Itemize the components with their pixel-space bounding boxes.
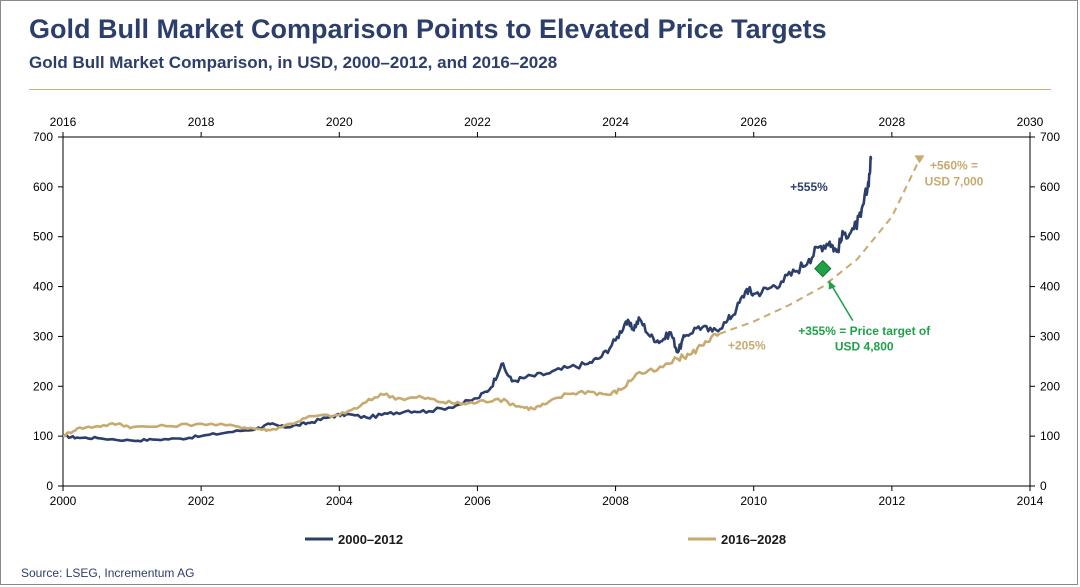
chart-axes xyxy=(58,132,1035,491)
x-bottom-tick-label: 2002 xyxy=(188,494,215,508)
page-subtitle: Gold Bull Market Comparison, in USD, 200… xyxy=(29,53,558,72)
x-bottom-tick-label: 2012 xyxy=(879,494,906,508)
series-line-0 xyxy=(62,155,873,443)
annotation-label: USD 4,800 xyxy=(835,339,894,353)
x-bottom-tick-label: 2000 xyxy=(50,494,77,508)
chart-series xyxy=(62,155,925,443)
x-top-tick-label: 2024 xyxy=(602,115,629,129)
chart-annotations: +555% +205% +560% = USD 7,000 +355% = Price … xyxy=(728,158,984,353)
legend-label: 2016–2028 xyxy=(721,532,786,547)
series-line-1 xyxy=(62,332,721,438)
x-bottom-tick-label: 2006 xyxy=(464,494,491,508)
x-top-tick-label: 2030 xyxy=(1017,115,1044,129)
x-bottom-tick-label: 2008 xyxy=(602,494,629,508)
y-right-tick-label: 700 xyxy=(1040,130,1060,144)
plot-area-border xyxy=(62,136,1031,487)
annotation-label: +205% xyxy=(728,338,766,352)
y-right-tick-label: 100 xyxy=(1040,429,1060,443)
title-divider xyxy=(29,89,1051,90)
x-bottom-tick-label: 2004 xyxy=(326,494,353,508)
x-top-tick-label: 2018 xyxy=(188,115,215,129)
annotation-label: +355% = Price target of xyxy=(798,324,931,338)
legend-label: 2000–2012 xyxy=(338,532,403,547)
y-left-tick-label: 100 xyxy=(33,429,53,443)
annotation-label: +560% = xyxy=(930,158,978,172)
x-bottom-tick-label: 2010 xyxy=(740,494,767,508)
chart-legend: 2000–2012 2016–2028 xyxy=(305,532,786,547)
x-top-tick-label: 2026 xyxy=(740,115,767,129)
y-left-tick-label: 300 xyxy=(33,329,53,343)
y-right-tick-label: 500 xyxy=(1040,230,1060,244)
price-target-arrowhead xyxy=(828,280,836,290)
y-left-tick-label: 400 xyxy=(33,280,53,294)
page-title: Gold Bull Market Comparison Points to El… xyxy=(29,14,827,44)
y-left-tick-label: 0 xyxy=(46,479,53,493)
source-note: Source: LSEG, Incrementum AG xyxy=(21,566,195,580)
y-left-tick-label: 200 xyxy=(33,379,53,393)
price-target-marker xyxy=(814,259,832,278)
y-right-tick-label: 400 xyxy=(1040,280,1060,294)
projection-arrowhead xyxy=(914,155,925,164)
x-top-tick-label: 2022 xyxy=(464,115,491,129)
y-left-tick-label: 500 xyxy=(33,230,53,244)
y-right-tick-label: 300 xyxy=(1040,329,1060,343)
annotation-label: USD 7,000 xyxy=(925,174,984,188)
y-right-tick-label: 200 xyxy=(1040,379,1060,393)
x-top-tick-label: 2020 xyxy=(326,115,353,129)
y-right-tick-label: 600 xyxy=(1040,180,1060,194)
x-top-tick-label: 2016 xyxy=(50,115,77,129)
y-left-tick-label: 700 xyxy=(33,130,53,144)
x-bottom-tick-label: 2014 xyxy=(1017,494,1044,508)
y-right-tick-label: 0 xyxy=(1040,479,1047,493)
x-top-tick-label: 2028 xyxy=(879,115,906,129)
annotation-label: +555% xyxy=(790,180,828,194)
projection-line xyxy=(718,158,921,335)
y-left-tick-label: 600 xyxy=(33,180,53,194)
